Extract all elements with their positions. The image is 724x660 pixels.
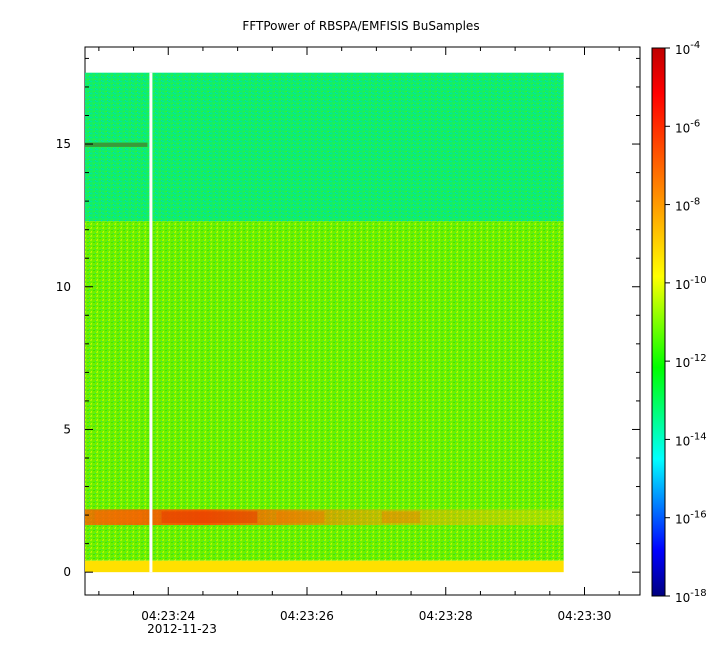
heatmap-band-3 — [85, 560, 564, 573]
x-tick-label: 04:23:24 — [141, 609, 195, 623]
chart-title: FFTPower of RBSPA/EMFISIS BuSamples — [242, 19, 479, 33]
y-tick-label: 10 — [56, 280, 71, 294]
colorbar-tick-exponent: -14 — [690, 431, 706, 442]
heatmap-band-4 — [85, 142, 148, 147]
heatmap-band-peak — [161, 511, 258, 524]
data-gap — [149, 72, 153, 573]
colorbar-tick-label: 10-14 — [675, 431, 707, 448]
colorbar-tick-label: 10-6 — [675, 118, 700, 135]
x-tick-label: 04:23:26 — [280, 609, 334, 623]
colorbar-tick-exponent: -8 — [690, 197, 700, 208]
colorbar-tick-label: 10-4 — [675, 40, 700, 57]
colorbar-tick-label: 10-10 — [675, 275, 707, 292]
colorbar-tick-mantissa: 10 — [675, 43, 690, 57]
y-tick-label: 0 — [63, 565, 71, 579]
heatmap-band-peak — [381, 511, 421, 524]
x-axis-date-label: 2012-11-23 — [147, 622, 217, 636]
y-tick-label: 5 — [63, 422, 71, 436]
colorbar — [651, 47, 666, 597]
colorbar-tick-mantissa: 10 — [675, 513, 690, 527]
colorbar-tick-exponent: -18 — [690, 588, 706, 599]
colorbar-tick-label: 10-16 — [675, 510, 707, 527]
colorbar-tick-mantissa: 10 — [675, 121, 690, 135]
heatmap-image — [85, 72, 564, 573]
colorbar-tick-exponent: -16 — [690, 510, 706, 521]
colorbar-tick-exponent: -12 — [690, 353, 706, 364]
colorbar-tick-exponent: -4 — [690, 40, 700, 51]
x-tick-label: 04:23:30 — [558, 609, 612, 623]
heatmap-band-peak — [94, 511, 143, 524]
colorbar-tick-mantissa: 10 — [675, 434, 690, 448]
heatmap-band-0 — [85, 72, 564, 222]
colorbar-tick-exponent: -6 — [690, 118, 700, 129]
colorbar-tick-label: 10-12 — [675, 353, 707, 370]
colorbar-tick-exponent: -10 — [690, 275, 706, 286]
colorbar-tick-mantissa: 10 — [675, 356, 690, 370]
heatmap-band-peak — [276, 511, 325, 524]
colorbar-tick-mantissa: 10 — [675, 278, 690, 292]
y-axis: 0 5 10 15 — [56, 57, 640, 579]
colorbar-tick-mantissa: 10 — [675, 200, 690, 214]
x-axis: 04:23:24 04:23:26 04:23:28 04:23:30 — [98, 47, 620, 623]
y-tick-label: 15 — [56, 137, 71, 151]
colorbar-tick-label: 10-8 — [675, 197, 700, 214]
colorbar-tick-label: 10-18 — [675, 588, 707, 605]
x-tick-label: 04:23:28 — [419, 609, 473, 623]
colorbar-tick-mantissa: 10 — [675, 591, 690, 605]
heatmap-band-1 — [85, 221, 564, 561]
